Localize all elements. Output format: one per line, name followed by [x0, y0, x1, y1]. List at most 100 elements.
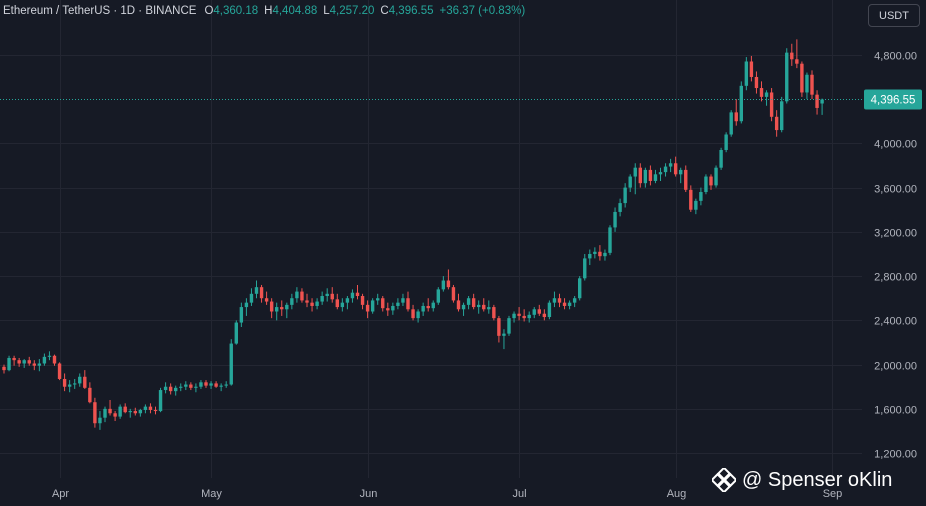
candle	[174, 385, 178, 396]
symbol-legend: Ethereum / TetherUS · 1D · BINANCE O 4,36…	[3, 5, 531, 17]
candle	[103, 406, 107, 423]
candle	[658, 167, 663, 181]
candle	[62, 373, 67, 392]
last-price-tag: 4,396.55	[864, 89, 922, 110]
candle	[259, 284, 264, 303]
candle	[249, 288, 254, 306]
high-label: H	[264, 5, 273, 17]
candle	[663, 163, 668, 177]
candle	[547, 300, 552, 320]
candle	[684, 165, 688, 193]
candle	[466, 296, 471, 310]
candle	[679, 167, 683, 184]
candle	[764, 90, 769, 106]
candle	[67, 380, 72, 393]
candle	[113, 411, 117, 422]
candle	[325, 288, 329, 302]
candle	[421, 302, 425, 316]
candle	[355, 284, 360, 300]
candle	[567, 300, 572, 310]
candle	[189, 382, 193, 391]
candle	[345, 296, 350, 310]
candle	[365, 300, 370, 319]
candle	[714, 165, 718, 188]
candle	[123, 403, 127, 414]
last-price-label: 4,396.55	[871, 95, 916, 107]
candle	[57, 362, 62, 381]
low-label: L	[323, 5, 330, 17]
candle	[401, 293, 405, 306]
candle	[285, 302, 289, 319]
candle	[471, 293, 476, 310]
candle	[381, 296, 385, 312]
candle	[209, 381, 213, 389]
candle	[12, 355, 16, 366]
high-value: 4,404.88	[272, 5, 318, 17]
candle	[305, 293, 309, 308]
candle	[300, 288, 304, 303]
candle	[320, 291, 324, 305]
candle	[431, 300, 435, 312]
price-tick-label: 2,400.00	[874, 316, 917, 328]
price-tick-label: 3,200.00	[874, 228, 917, 240]
candle	[492, 304, 496, 321]
candle	[744, 57, 749, 91]
candle	[179, 383, 183, 392]
time-tick-label: Jun	[360, 488, 378, 500]
candle	[42, 353, 47, 366]
candle	[805, 72, 809, 100]
candle	[618, 198, 622, 217]
candle	[441, 276, 446, 292]
candle	[194, 383, 198, 393]
open-label: O	[204, 5, 214, 17]
candle	[275, 302, 279, 321]
candle	[598, 245, 602, 261]
chart-grid	[0, 0, 862, 478]
candle	[800, 61, 804, 97]
candle	[694, 198, 698, 215]
currency-button[interactable]: USDT	[868, 4, 920, 27]
low-value: 4,257.20	[329, 5, 375, 17]
price-tick-label: 3,600.00	[874, 184, 917, 196]
candle	[219, 383, 223, 392]
watermark: @ Spenser oKlin	[712, 468, 892, 492]
open-value: 4,360.18	[213, 5, 259, 17]
candle	[562, 298, 567, 310]
candle	[477, 300, 481, 314]
candle	[785, 48, 789, 104]
candle	[98, 411, 102, 430]
candle	[153, 406, 158, 415]
candle	[214, 381, 218, 388]
candle	[370, 298, 375, 314]
candle	[88, 382, 92, 404]
candle	[557, 293, 562, 308]
price-tick-label: 1,200.00	[874, 449, 917, 461]
candle	[229, 339, 233, 386]
candle	[517, 307, 521, 321]
candle	[724, 132, 728, 153]
candle	[234, 320, 238, 345]
candle	[224, 381, 228, 388]
candle	[143, 404, 148, 414]
time-tick-label: Aug	[667, 488, 687, 500]
candle	[487, 300, 491, 314]
candle	[628, 174, 632, 193]
candle	[608, 225, 612, 256]
candle	[163, 382, 168, 394]
candle	[22, 359, 26, 368]
candle	[340, 298, 345, 312]
price-tick-label: 2,800.00	[874, 272, 917, 284]
candle	[689, 185, 693, 212]
price-tick-label: 2,000.00	[874, 361, 917, 373]
candle	[239, 302, 244, 327]
candle	[360, 293, 365, 310]
candle	[295, 287, 299, 303]
candle	[7, 355, 11, 372]
candle	[759, 81, 764, 102]
candle	[93, 397, 97, 428]
candle	[204, 380, 208, 388]
candle	[542, 309, 547, 321]
candle	[158, 387, 163, 413]
candle	[588, 249, 592, 266]
